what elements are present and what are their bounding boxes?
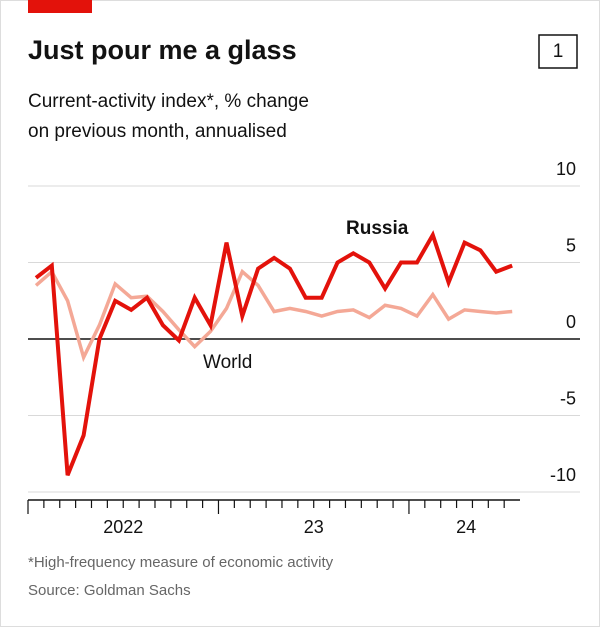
y-tick-label: -10 (550, 465, 576, 485)
subtitle: Current-activity index*, % change (28, 91, 309, 112)
x-tick-label: 24 (456, 517, 476, 537)
red-tag (28, 0, 92, 13)
source: Source: Goldman Sachs (28, 582, 191, 599)
y-tick-label: 5 (566, 235, 576, 255)
chart-title: Just pour me a glass (28, 35, 297, 65)
x-tick-label: 23 (304, 517, 324, 537)
series-line (34, 230, 513, 476)
series-label: Russia (346, 218, 409, 239)
y-tick-label: -5 (560, 388, 576, 408)
chart-number: 1 (553, 41, 564, 62)
subtitle: on previous month, annualised (28, 121, 287, 142)
y-tick-label: 0 (566, 312, 576, 332)
x-tick-label: 2022 (103, 517, 143, 537)
footnote: *High-frequency measure of economic acti… (28, 554, 334, 571)
series-line (34, 268, 513, 363)
y-tick-label: 10 (556, 159, 576, 179)
number-box (538, 34, 578, 69)
series-label: World (203, 352, 252, 373)
